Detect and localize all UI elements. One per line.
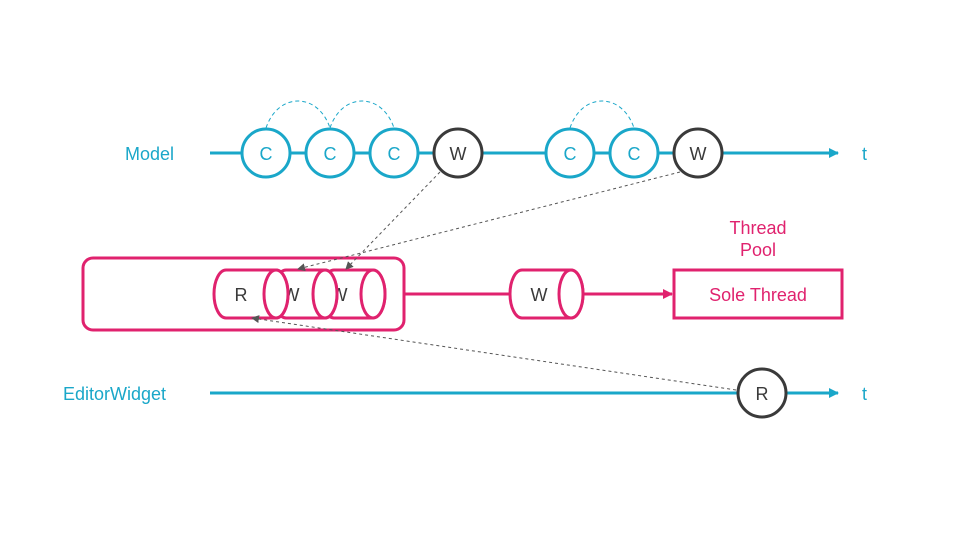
- coalesce-arc-2: [329, 100, 395, 129]
- event-label: C: [628, 144, 641, 164]
- queue-item-w1: W: [272, 268, 339, 320]
- schedule-arrow-w2: [297, 171, 681, 272]
- event-label: W: [690, 144, 707, 164]
- sole-thread-label: Sole Thread: [709, 285, 807, 305]
- sole-thread-box: [672, 268, 844, 320]
- event-label: C: [324, 144, 337, 164]
- editor-event-r1: R: [736, 367, 788, 419]
- executing-task-label: W: [531, 285, 548, 305]
- model-event-c4: C: [544, 127, 596, 179]
- executing-task: W: [508, 268, 585, 320]
- queue-item-label: R: [235, 285, 248, 305]
- event-label: C: [564, 144, 577, 164]
- thread-pool-title-line2: Pool: [740, 240, 776, 260]
- model-event-c5: C: [608, 127, 660, 179]
- editor-timeline-label: EditorWidget: [63, 384, 166, 404]
- schedule-arrow-r: [251, 315, 737, 391]
- event-label: W: [450, 144, 467, 164]
- model-event-c1: C: [240, 127, 292, 179]
- model-event-w1: W: [432, 127, 484, 179]
- event-label: R: [756, 384, 769, 404]
- thread-pool-title-line1: Thread: [729, 218, 786, 238]
- model-event-c2: C: [304, 127, 356, 179]
- queue-item-r: R: [212, 268, 290, 320]
- model-event-w2: W: [672, 127, 724, 179]
- event-label: C: [388, 144, 401, 164]
- editor-time-label: t: [862, 384, 867, 404]
- model-time-label: t: [862, 144, 867, 164]
- event-label: C: [260, 144, 273, 164]
- coalesce-arc-1: [265, 100, 331, 129]
- model-timeline-label: Model: [125, 144, 174, 164]
- coalesce-arc-3: [569, 100, 635, 129]
- schedule-arrow-w1: [345, 171, 441, 270]
- model-event-c3: C: [368, 127, 420, 179]
